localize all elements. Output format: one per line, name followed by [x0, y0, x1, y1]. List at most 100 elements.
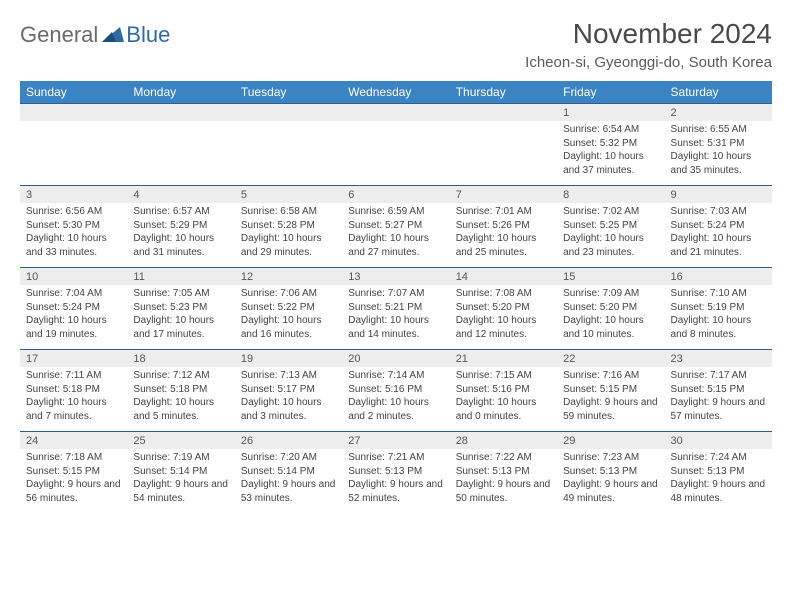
- day-detail-cell: Sunrise: 7:11 AMSunset: 5:18 PMDaylight:…: [20, 367, 127, 432]
- day-detail-cell: Sunrise: 7:14 AMSunset: 5:16 PMDaylight:…: [342, 367, 449, 432]
- daylight-text: Daylight: 9 hours and 52 minutes.: [348, 478, 443, 505]
- daylight-text: Daylight: 10 hours and 14 minutes.: [348, 314, 443, 341]
- day-header-row: SundayMondayTuesdayWednesdayThursdayFrid…: [20, 81, 772, 104]
- sunset-text: Sunset: 5:24 PM: [26, 301, 121, 315]
- sunset-text: Sunset: 5:22 PM: [241, 301, 336, 315]
- header: General Blue November 2024 Icheon-si, Gy…: [20, 18, 772, 71]
- sunset-text: Sunset: 5:23 PM: [133, 301, 228, 315]
- day-number-row: 3456789: [20, 186, 772, 204]
- day-number-cell: 15: [557, 268, 664, 286]
- day-number-cell: 4: [127, 186, 234, 204]
- day-detail-cell: [127, 121, 234, 186]
- sunset-text: Sunset: 5:13 PM: [348, 465, 443, 479]
- sunset-text: Sunset: 5:26 PM: [456, 219, 551, 233]
- logo-triangle-icon: [102, 24, 124, 47]
- daylight-text: Daylight: 9 hours and 49 minutes.: [563, 478, 658, 505]
- sunrise-text: Sunrise: 7:19 AM: [133, 451, 228, 465]
- daylight-text: Daylight: 9 hours and 53 minutes.: [241, 478, 336, 505]
- day-number-cell: 23: [665, 350, 772, 368]
- title-block: November 2024 Icheon-si, Gyeonggi-do, So…: [525, 18, 772, 71]
- day-detail-cell: [450, 121, 557, 186]
- sunset-text: Sunset: 5:28 PM: [241, 219, 336, 233]
- sunrise-text: Sunrise: 7:16 AM: [563, 369, 658, 383]
- day-number-cell: 27: [342, 432, 449, 450]
- day-header: Friday: [557, 81, 664, 104]
- day-detail-cell: Sunrise: 7:23 AMSunset: 5:13 PMDaylight:…: [557, 449, 664, 513]
- day-detail-row: Sunrise: 7:11 AMSunset: 5:18 PMDaylight:…: [20, 367, 772, 432]
- day-detail-cell: Sunrise: 7:22 AMSunset: 5:13 PMDaylight:…: [450, 449, 557, 513]
- day-header: Wednesday: [342, 81, 449, 104]
- sunset-text: Sunset: 5:25 PM: [563, 219, 658, 233]
- day-detail-cell: Sunrise: 7:03 AMSunset: 5:24 PMDaylight:…: [665, 203, 772, 268]
- sunset-text: Sunset: 5:13 PM: [563, 465, 658, 479]
- sunrise-text: Sunrise: 6:58 AM: [241, 205, 336, 219]
- day-number-cell: 9: [665, 186, 772, 204]
- daylight-text: Daylight: 10 hours and 8 minutes.: [671, 314, 766, 341]
- day-number-cell: 13: [342, 268, 449, 286]
- sunset-text: Sunset: 5:15 PM: [671, 383, 766, 397]
- sunrise-text: Sunrise: 7:07 AM: [348, 287, 443, 301]
- sunset-text: Sunset: 5:18 PM: [26, 383, 121, 397]
- day-header: Tuesday: [235, 81, 342, 104]
- daylight-text: Daylight: 10 hours and 21 minutes.: [671, 232, 766, 259]
- day-number-cell: 25: [127, 432, 234, 450]
- sunset-text: Sunset: 5:32 PM: [563, 137, 658, 151]
- sunrise-text: Sunrise: 7:15 AM: [456, 369, 551, 383]
- day-number-cell: 21: [450, 350, 557, 368]
- day-detail-cell: Sunrise: 7:24 AMSunset: 5:13 PMDaylight:…: [665, 449, 772, 513]
- day-number-cell: 20: [342, 350, 449, 368]
- day-number-cell: 2: [665, 104, 772, 122]
- day-detail-cell: Sunrise: 6:57 AMSunset: 5:29 PMDaylight:…: [127, 203, 234, 268]
- daylight-text: Daylight: 10 hours and 3 minutes.: [241, 396, 336, 423]
- day-number-cell: 22: [557, 350, 664, 368]
- sunrise-text: Sunrise: 7:21 AM: [348, 451, 443, 465]
- day-detail-row: Sunrise: 7:04 AMSunset: 5:24 PMDaylight:…: [20, 285, 772, 350]
- day-number-cell: [342, 104, 449, 122]
- sunset-text: Sunset: 5:14 PM: [241, 465, 336, 479]
- day-detail-cell: Sunrise: 7:02 AMSunset: 5:25 PMDaylight:…: [557, 203, 664, 268]
- sunrise-text: Sunrise: 7:02 AM: [563, 205, 658, 219]
- day-detail-row: Sunrise: 7:18 AMSunset: 5:15 PMDaylight:…: [20, 449, 772, 513]
- sunset-text: Sunset: 5:16 PM: [456, 383, 551, 397]
- day-number-cell: [450, 104, 557, 122]
- day-number-cell: 10: [20, 268, 127, 286]
- day-detail-cell: Sunrise: 7:06 AMSunset: 5:22 PMDaylight:…: [235, 285, 342, 350]
- sunset-text: Sunset: 5:27 PM: [348, 219, 443, 233]
- daylight-text: Daylight: 10 hours and 12 minutes.: [456, 314, 551, 341]
- day-detail-cell: Sunrise: 7:08 AMSunset: 5:20 PMDaylight:…: [450, 285, 557, 350]
- daylight-text: Daylight: 10 hours and 7 minutes.: [26, 396, 121, 423]
- daylight-text: Daylight: 10 hours and 31 minutes.: [133, 232, 228, 259]
- sunset-text: Sunset: 5:18 PM: [133, 383, 228, 397]
- daylight-text: Daylight: 9 hours and 54 minutes.: [133, 478, 228, 505]
- day-detail-row: Sunrise: 6:54 AMSunset: 5:32 PMDaylight:…: [20, 121, 772, 186]
- day-number-cell: [20, 104, 127, 122]
- day-detail-cell: Sunrise: 7:17 AMSunset: 5:15 PMDaylight:…: [665, 367, 772, 432]
- sunset-text: Sunset: 5:20 PM: [456, 301, 551, 315]
- daylight-text: Daylight: 10 hours and 37 minutes.: [563, 150, 658, 177]
- daylight-text: Daylight: 9 hours and 56 minutes.: [26, 478, 121, 505]
- day-detail-cell: Sunrise: 7:12 AMSunset: 5:18 PMDaylight:…: [127, 367, 234, 432]
- day-detail-cell: Sunrise: 7:05 AMSunset: 5:23 PMDaylight:…: [127, 285, 234, 350]
- day-number-cell: 11: [127, 268, 234, 286]
- day-detail-cell: Sunrise: 7:13 AMSunset: 5:17 PMDaylight:…: [235, 367, 342, 432]
- day-number-cell: 3: [20, 186, 127, 204]
- day-number-cell: 1: [557, 104, 664, 122]
- sunset-text: Sunset: 5:29 PM: [133, 219, 228, 233]
- day-detail-cell: Sunrise: 6:56 AMSunset: 5:30 PMDaylight:…: [20, 203, 127, 268]
- sunrise-text: Sunrise: 7:13 AM: [241, 369, 336, 383]
- sunrise-text: Sunrise: 7:01 AM: [456, 205, 551, 219]
- day-detail-cell: Sunrise: 7:21 AMSunset: 5:13 PMDaylight:…: [342, 449, 449, 513]
- day-number-row: 12: [20, 104, 772, 122]
- daylight-text: Daylight: 10 hours and 0 minutes.: [456, 396, 551, 423]
- day-number-row: 17181920212223: [20, 350, 772, 368]
- day-number-cell: 12: [235, 268, 342, 286]
- day-detail-cell: Sunrise: 7:19 AMSunset: 5:14 PMDaylight:…: [127, 449, 234, 513]
- sunrise-text: Sunrise: 6:55 AM: [671, 123, 766, 137]
- day-detail-cell: Sunrise: 6:58 AMSunset: 5:28 PMDaylight:…: [235, 203, 342, 268]
- sunrise-text: Sunrise: 7:18 AM: [26, 451, 121, 465]
- sunrise-text: Sunrise: 7:23 AM: [563, 451, 658, 465]
- day-number-cell: [235, 104, 342, 122]
- day-detail-cell: Sunrise: 6:59 AMSunset: 5:27 PMDaylight:…: [342, 203, 449, 268]
- day-detail-cell: Sunrise: 7:20 AMSunset: 5:14 PMDaylight:…: [235, 449, 342, 513]
- sunrise-text: Sunrise: 7:06 AM: [241, 287, 336, 301]
